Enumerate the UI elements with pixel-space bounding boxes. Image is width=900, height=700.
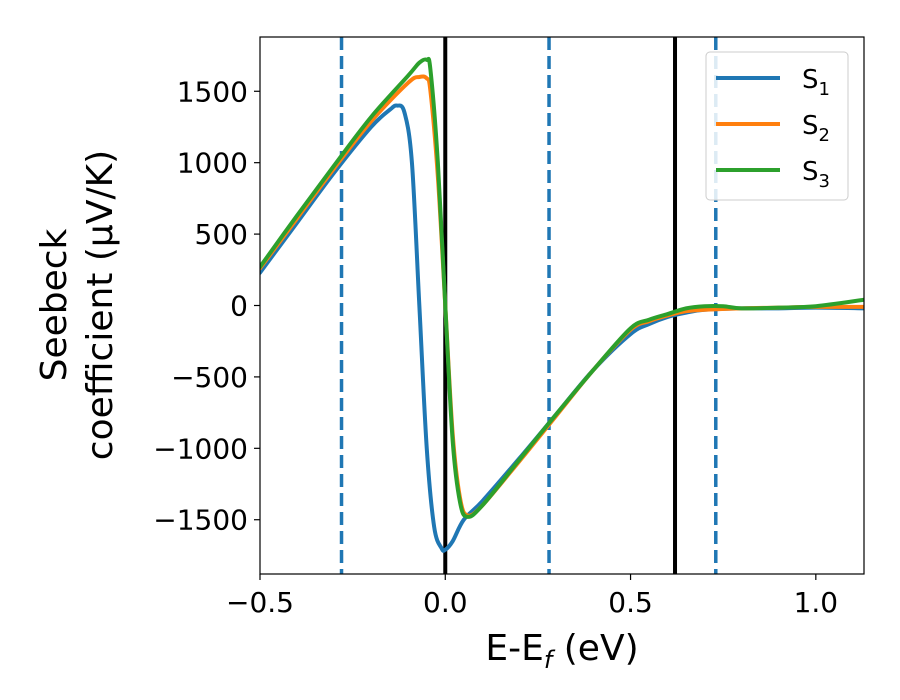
x-axis-ticks: −0.5 0.0 0.5 1.0 <box>226 574 838 619</box>
series-lines <box>260 56 864 553</box>
y-tick-label: −1500 <box>153 504 248 537</box>
legend-label-s1: S1 <box>802 65 830 100</box>
y-tick-label: −1000 <box>153 432 248 465</box>
x-tick-label: 0.0 <box>423 586 468 619</box>
x-tick-label: −0.5 <box>226 586 294 619</box>
y-tick-label: −500 <box>171 361 248 394</box>
y-tick-label: 500 <box>195 218 248 251</box>
x-tick-label: 0.5 <box>608 586 653 619</box>
series-line-s3 <box>260 56 864 519</box>
y-axis-label: Seebeck coefficient (μV/K) <box>34 150 121 460</box>
legend-label-s2: S2 <box>802 111 830 146</box>
y-axis-ticks: −1500 −1000 −500 0 500 1000 1500 <box>153 75 260 537</box>
y-tick-label: 1500 <box>177 75 248 108</box>
y-axis-label-line2: coefficient (μV/K) <box>80 150 121 460</box>
y-tick-label: 1000 <box>177 147 248 180</box>
legend: S1 S2 S3 <box>705 51 849 201</box>
y-axis-label-line1: Seebeck <box>34 228 75 381</box>
legend-label-s3: S3 <box>802 157 830 192</box>
x-tick-label: 1.0 <box>794 586 839 619</box>
x-axis-label: E-Ef (eV) <box>485 628 638 674</box>
y-tick-label: 0 <box>230 290 248 323</box>
reference-lines <box>339 37 718 574</box>
